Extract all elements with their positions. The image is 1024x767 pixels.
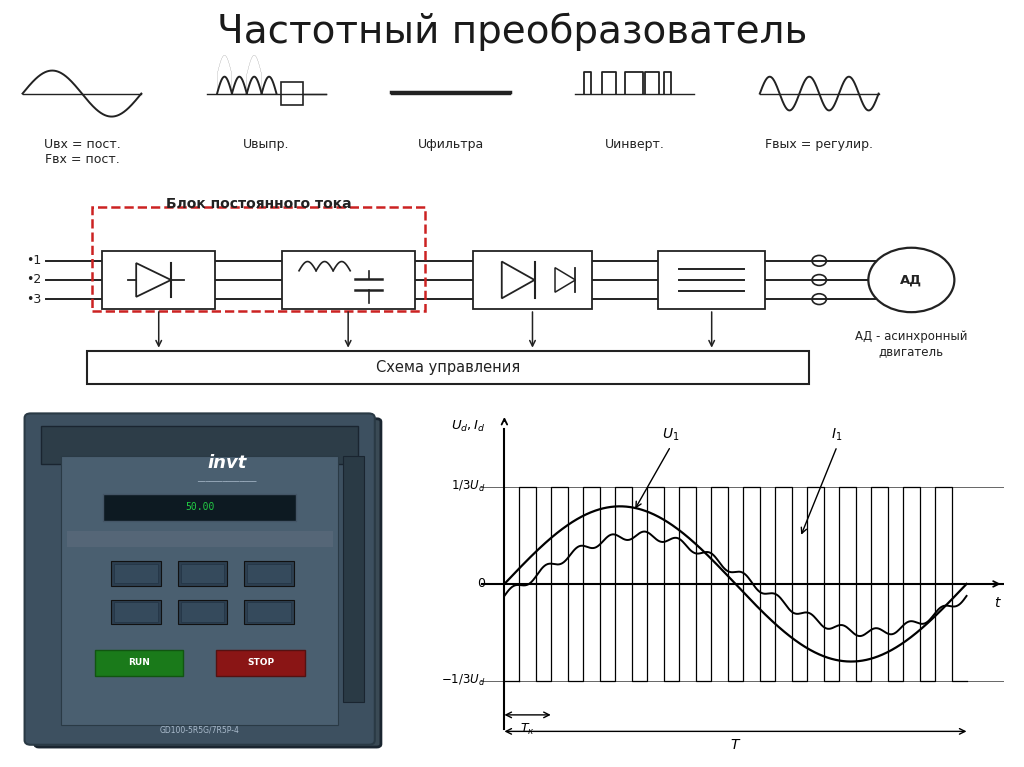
Text: ──────────────: ────────────── (197, 479, 256, 486)
Text: Блок постоянного тока: Блок постоянного тока (166, 197, 351, 211)
Text: $1/3U_d$: $1/3U_d$ (452, 479, 486, 495)
Text: •1: •1 (26, 255, 41, 267)
Text: $t$: $t$ (994, 595, 1002, 610)
Text: АД: АД (900, 274, 923, 286)
Bar (94, 650, 183, 676)
Text: $U_d, I_d$: $U_d, I_d$ (452, 419, 486, 434)
FancyBboxPatch shape (25, 413, 375, 745)
Bar (112, 561, 161, 585)
Text: $0$: $0$ (477, 578, 486, 591)
Circle shape (868, 248, 954, 312)
Bar (244, 600, 294, 624)
Text: RUN: RUN (128, 658, 150, 667)
Text: Схема управления: Схема управления (376, 360, 520, 374)
Bar (247, 564, 291, 583)
Bar (473, 251, 592, 309)
Bar (41, 426, 358, 464)
Text: $-1/3U_d$: $-1/3U_d$ (441, 673, 486, 689)
Text: Частотный преобразователь: Частотный преобразователь (217, 13, 807, 51)
Text: Fвых = регулир.: Fвых = регулир. (765, 138, 873, 151)
Bar (247, 602, 291, 622)
Text: $T$: $T$ (730, 738, 741, 752)
Text: Uвх = пост.
Fвх = пост.: Uвх = пост. Fвх = пост. (44, 138, 120, 166)
Text: 50.00: 50.00 (185, 502, 214, 512)
Bar (115, 564, 158, 583)
Text: Uинверт.: Uинверт. (605, 138, 665, 151)
Bar (177, 561, 227, 585)
Bar (115, 602, 158, 622)
Bar (67, 531, 333, 547)
Text: STOP: STOP (247, 658, 274, 667)
Bar (180, 564, 224, 583)
Text: GD100-5R5G/7R5P-4: GD100-5R5G/7R5P-4 (160, 725, 240, 734)
Bar (112, 600, 161, 624)
Bar (61, 456, 338, 725)
Bar (180, 602, 224, 622)
Bar (102, 251, 215, 309)
Bar (282, 251, 415, 309)
Bar (281, 82, 303, 105)
Bar (87, 351, 809, 384)
Text: $I_1$: $I_1$ (831, 427, 843, 443)
Text: •2: •2 (26, 274, 41, 286)
Text: $U_1$: $U_1$ (663, 427, 680, 443)
Bar (102, 494, 297, 521)
Bar (177, 600, 227, 624)
Bar (343, 456, 364, 702)
Bar (92, 207, 425, 311)
FancyBboxPatch shape (35, 419, 381, 747)
Bar (658, 251, 765, 309)
Bar (244, 561, 294, 585)
Text: Uфильтра: Uфильтра (418, 138, 483, 151)
Text: АД - асинхронный
двигатель: АД - асинхронный двигатель (855, 330, 968, 358)
Text: invt: invt (207, 454, 247, 472)
Text: $T_к$: $T_к$ (520, 722, 535, 737)
Text: •3: •3 (26, 293, 41, 305)
Bar (216, 650, 305, 676)
Text: Uвыпр.: Uвыпр. (243, 138, 290, 151)
